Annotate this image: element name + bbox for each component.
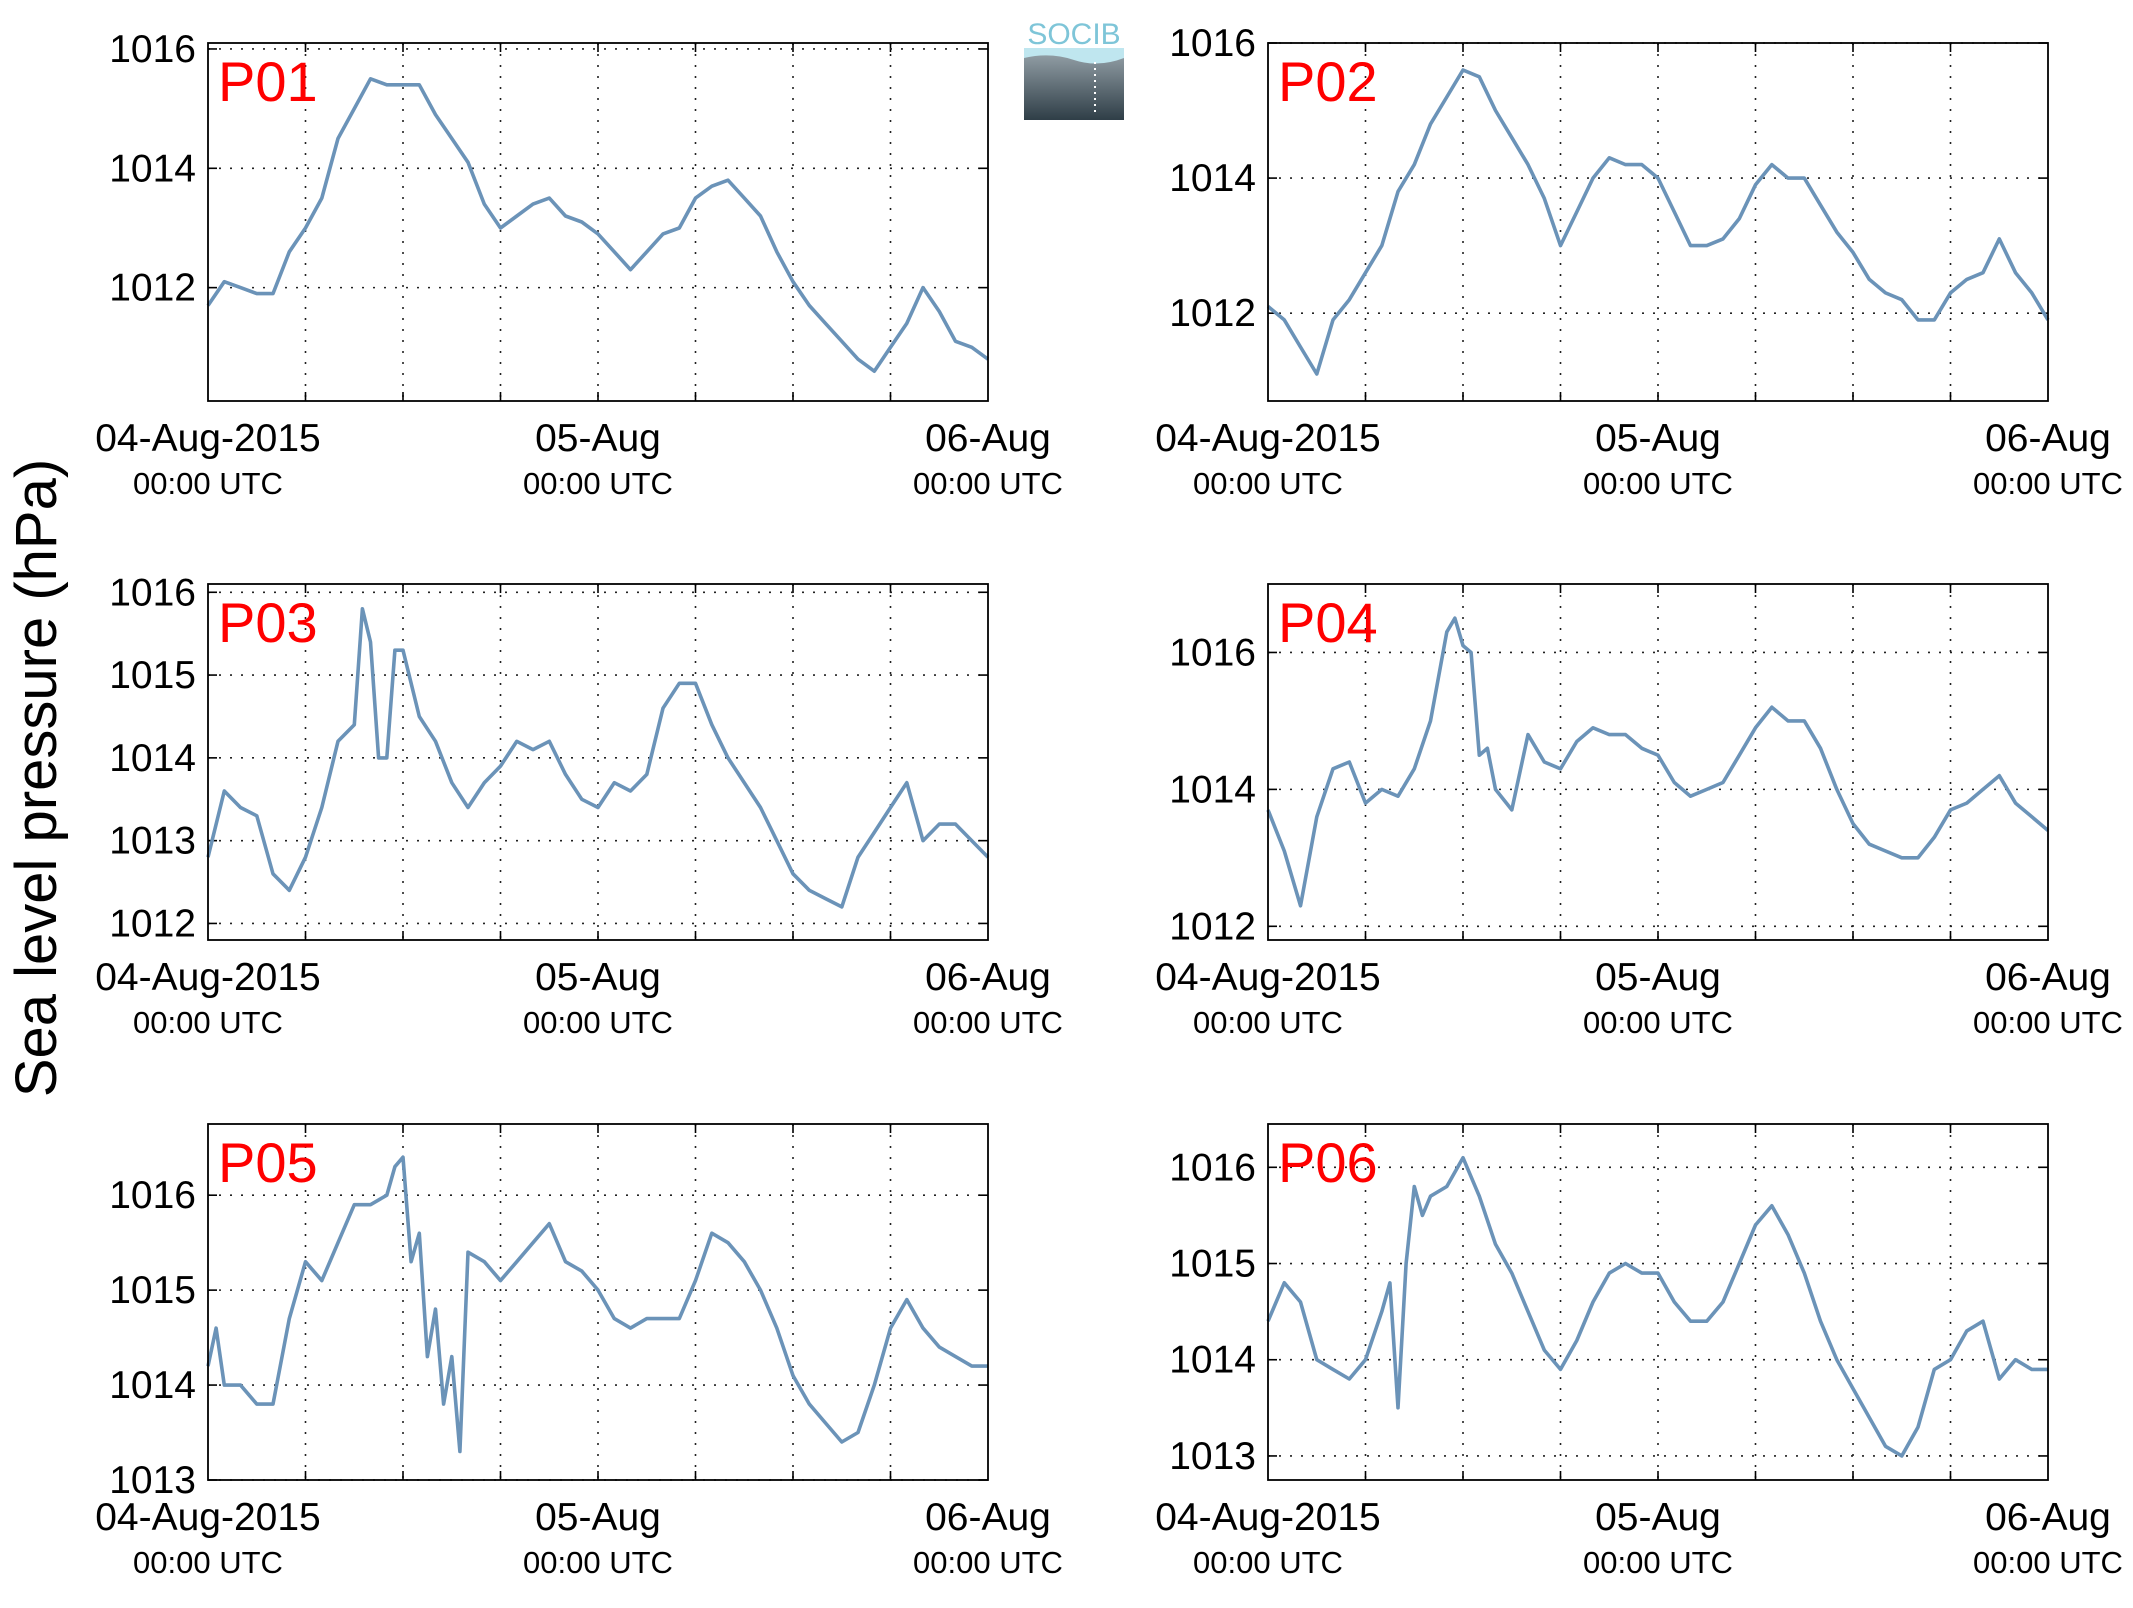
panel-p01: 1012 1014 1016 04-Aug-2015 00:00 UTC 05-Aug 00… (95, 28, 1063, 501)
x-tick-sublabel: 00:00 UTC (133, 466, 283, 501)
x-tick-sublabel: 00:00 UTC (1973, 1005, 2123, 1040)
x-tick-label: 05-Aug (535, 956, 661, 999)
x-tick-label: 06-Aug (1985, 1496, 2111, 1539)
series-line-p06 (1266, 1155, 2048, 1458)
y-axis-label: Sea level pressure (hPa) (4, 459, 69, 1097)
panel-label: P04 (1278, 591, 1378, 654)
y-tick-label: 1013 (109, 1459, 196, 1502)
x-tick-sublabel: 00:00 UTC (913, 1545, 1063, 1580)
socib-logo: SOCIB (1024, 18, 1124, 120)
y-tick-label: 1016 (109, 28, 196, 71)
y-tick-label: 1016 (109, 571, 196, 614)
x-tick-label: 05-Aug (535, 417, 661, 460)
y-tick-label: 1012 (1169, 905, 1256, 948)
x-tick-label: 04-Aug-2015 (1155, 956, 1381, 999)
y-tick-label: 1012 (109, 267, 196, 310)
panel-p03: 1012 1013 1014 1015 1016 04-Aug-2015 00:00 UTC… (95, 571, 1063, 1040)
x-tick-label: 06-Aug (925, 417, 1051, 460)
y-tick-label: 1013 (109, 820, 196, 863)
plot-frame (207, 583, 989, 941)
panel-p02: 1012 1014 1016 04-Aug-2015 00:00 UTC 05-Aug 00… (1155, 22, 2123, 501)
panel-label: P06 (1278, 1131, 1378, 1194)
plot-frame (1267, 42, 2049, 402)
x-tick-label: 05-Aug (1595, 417, 1721, 460)
x-tick-sublabel: 00:00 UTC (523, 466, 673, 501)
x-tick-label: 06-Aug (1985, 417, 2111, 460)
y-tick-label: 1015 (1169, 1243, 1256, 1286)
plot-frame (1267, 583, 2049, 941)
plot-frame (1267, 1123, 2049, 1481)
x-tick-label: 04-Aug-2015 (95, 956, 321, 999)
x-tick-label: 05-Aug (1595, 956, 1721, 999)
plot-frame (207, 42, 989, 402)
x-tick-label: 05-Aug (1595, 1496, 1721, 1539)
y-tick-label: 1012 (109, 902, 196, 945)
x-tick-label: 04-Aug-2015 (95, 417, 321, 460)
series-line-p05 (206, 1155, 988, 1454)
panel-p05: 1013 1014 1015 1016 04-Aug-2015 00:00 UTC 05-A… (95, 1123, 1063, 1580)
panel-label: P03 (218, 591, 318, 654)
y-tick-label: 1014 (109, 737, 196, 780)
x-tick-sublabel: 00:00 UTC (523, 1005, 673, 1040)
series-line-p02 (1266, 68, 2050, 376)
y-tick-label: 1016 (1169, 1146, 1256, 1189)
y-tick-label: 1015 (109, 1269, 196, 1312)
y-tick-label: 1016 (109, 1174, 196, 1217)
y-tick-label: 1014 (1169, 157, 1256, 200)
x-tick-sublabel: 00:00 UTC (913, 466, 1063, 501)
socib-logo-text: SOCIB (1027, 18, 1120, 51)
x-tick-label: 06-Aug (1985, 956, 2111, 999)
x-tick-label: 04-Aug-2015 (1155, 1496, 1381, 1539)
y-tick-label: 1014 (1169, 1339, 1256, 1382)
y-tick-label: 1016 (1169, 22, 1256, 65)
x-tick-label: 06-Aug (925, 956, 1051, 999)
y-tick-label: 1014 (1169, 768, 1256, 811)
x-tick-label: 06-Aug (925, 1496, 1051, 1539)
plot-frame (207, 1123, 989, 1481)
panel-label: P01 (218, 50, 318, 113)
panel-p06: 1013 1014 1015 1016 04-Aug-2015 00:00 UTC 05-A… (1155, 1123, 2123, 1580)
y-tick-label: 1015 (109, 654, 196, 697)
x-tick-label: 05-Aug (535, 1496, 661, 1539)
series-line-p04 (1266, 616, 2050, 908)
panel-label: P02 (1278, 50, 1378, 113)
y-tick-label: 1014 (109, 1364, 196, 1407)
y-tick-label: 1014 (109, 147, 196, 190)
panels: 1012 1014 1016 04-Aug-2015 00:00 UTC 05-Aug 00… (95, 22, 2123, 1580)
x-tick-sublabel: 00:00 UTC (1973, 466, 2123, 501)
x-tick-sublabel: 00:00 UTC (1193, 1545, 1343, 1580)
x-tick-sublabel: 00:00 UTC (1583, 1545, 1733, 1580)
y-tick-label: 1016 (1169, 631, 1256, 674)
panel-p04: 1012 1014 1016 04-Aug-2015 00:00 UTC 05-Aug 00… (1155, 583, 2123, 1040)
x-tick-sublabel: 00:00 UTC (133, 1005, 283, 1040)
panel-label: P05 (218, 1131, 318, 1194)
series-line-p01 (206, 77, 990, 374)
x-tick-label: 04-Aug-2015 (95, 1496, 321, 1539)
y-tick-label: 1013 (1169, 1435, 1256, 1478)
x-tick-sublabel: 00:00 UTC (1973, 1545, 2123, 1580)
x-tick-sublabel: 00:00 UTC (1193, 466, 1343, 501)
y-tick-label: 1012 (1169, 292, 1256, 335)
x-tick-sublabel: 00:00 UTC (133, 1545, 283, 1580)
x-tick-sublabel: 00:00 UTC (523, 1545, 673, 1580)
x-tick-sublabel: 00:00 UTC (1193, 1005, 1343, 1040)
x-tick-sublabel: 00:00 UTC (1583, 1005, 1733, 1040)
series-line-p03 (206, 606, 990, 909)
x-tick-label: 04-Aug-2015 (1155, 417, 1381, 460)
x-tick-sublabel: 00:00 UTC (913, 1005, 1063, 1040)
x-tick-sublabel: 00:00 UTC (1583, 466, 1733, 501)
